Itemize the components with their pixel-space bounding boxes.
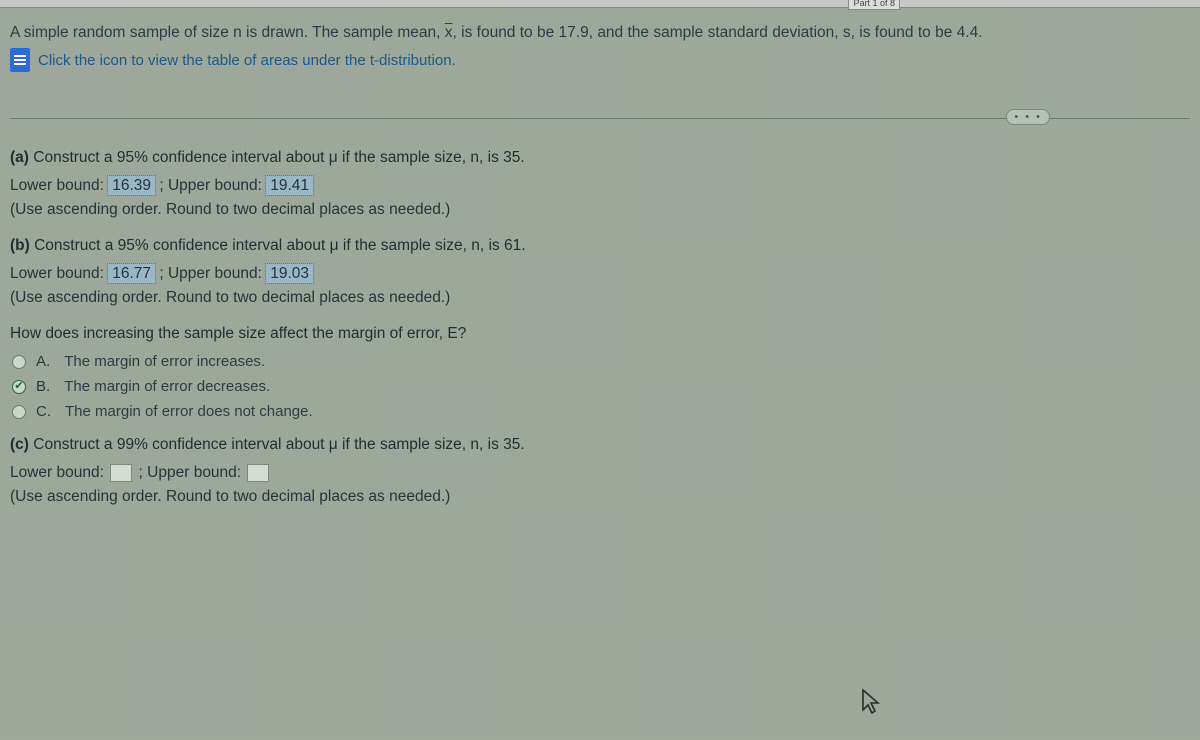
part-b-upper-label: Upper bound: [168,265,266,282]
intro-mid2: , and the sample standard deviation, s, … [589,24,957,41]
part-c-label: (c) [10,436,29,453]
part-a-lower-value[interactable]: 16.39 [108,176,155,195]
part-b-followup: How does increasing the sample size affe… [10,325,1190,343]
part-b-question: (b) Construct a 95% confidence interval … [10,237,1190,255]
part-c-answer: Lower bound: ; Upper bound: [10,464,1190,482]
part-b-upper-value[interactable]: 19.03 [266,264,313,283]
intro-post: . [978,24,982,41]
part-a-upper-label: Upper bound: [168,177,266,194]
part-c-upper-input[interactable] [247,464,269,482]
part-a-text: Construct a 95% confidence interval abou… [29,149,525,166]
part-c-text: Construct a 99% confidence interval abou… [29,436,525,453]
intro-sd: 4.4 [957,24,979,41]
mc-c-text: The margin of error does not change. [65,403,313,420]
divider-wrap: • • • [10,118,1190,119]
part-a-question: (a) Construct a 95% confidence interval … [10,149,1190,167]
part-a-label: (a) [10,149,29,166]
t-table-link-row[interactable]: Click the icon to view the table of area… [10,48,1190,72]
intro-mean: 17.9 [559,24,589,41]
intro-block: A simple random sample of size n is draw… [10,22,1190,78]
mc-b-letter: B. [36,378,50,395]
part-a-hint: (Use ascending order. Round to two decim… [10,201,1190,219]
part-a-upper-value[interactable]: 19.41 [266,176,313,195]
part-a-lower-label: Lower bound: [10,177,108,194]
more-dots-badge[interactable]: • • • [1006,109,1050,125]
part-b-label: (b) [10,237,30,254]
part-b-answer: Lower bound: 16.77 ; Upper bound: 19.03 [10,265,1190,283]
mc-b-text: The margin of error decreases. [64,378,270,395]
x-bar-symbol: x [445,24,453,41]
part-b-lower-label: Lower bound: [10,265,108,282]
part-c-upper-label: Upper bound: [147,464,245,481]
part-c-lower-input[interactable] [110,464,132,482]
radio-b[interactable]: ✔ [12,380,26,394]
intro-pre: A simple random sample of size n is draw… [10,24,445,41]
part-a-sep: ; [155,177,168,194]
question-content: A simple random sample of size n is draw… [0,8,1200,534]
part-c-lower-label: Lower bound: [10,464,108,481]
mc-a-text: The margin of error increases. [64,353,265,370]
part-b-hint: (Use ascending order. Round to two decim… [10,289,1190,307]
radio-a[interactable] [12,355,26,369]
mouse-cursor-icon [860,688,882,720]
part-c-sep: ; [134,464,147,481]
top-bar: Part 1 of 8 [0,0,1200,8]
radio-c[interactable] [12,405,26,419]
check-icon: ✔ [14,381,23,392]
mc-option-c[interactable]: C. The margin of error does not change. [10,403,1190,420]
part-a-answer: Lower bound: 16.39 ; Upper bound: 19.41 [10,177,1190,195]
part-c-hint: (Use ascending order. Round to two decim… [10,488,1190,506]
intro-text: A simple random sample of size n is draw… [10,24,1190,42]
intro-mid: , is found to be [453,24,559,41]
part-b-sep: ; [155,265,168,282]
part-b-text: Construct a 95% confidence interval abou… [30,237,526,254]
mc-a-letter: A. [36,353,50,370]
mc-c-letter: C. [36,403,51,420]
part-b-lower-value[interactable]: 16.77 [108,264,155,283]
part-indicator: Part 1 of 8 [848,0,900,10]
t-table-link-text[interactable]: Click the icon to view the table of area… [38,52,456,69]
document-icon[interactable] [10,48,30,72]
part-c-question: (c) Construct a 99% confidence interval … [10,436,1190,454]
multiple-choice-block: A. The margin of error increases. ✔ B. T… [10,353,1190,420]
mc-option-b[interactable]: ✔ B. The margin of error decreases. [10,378,1190,395]
mc-option-a[interactable]: A. The margin of error increases. [10,353,1190,370]
